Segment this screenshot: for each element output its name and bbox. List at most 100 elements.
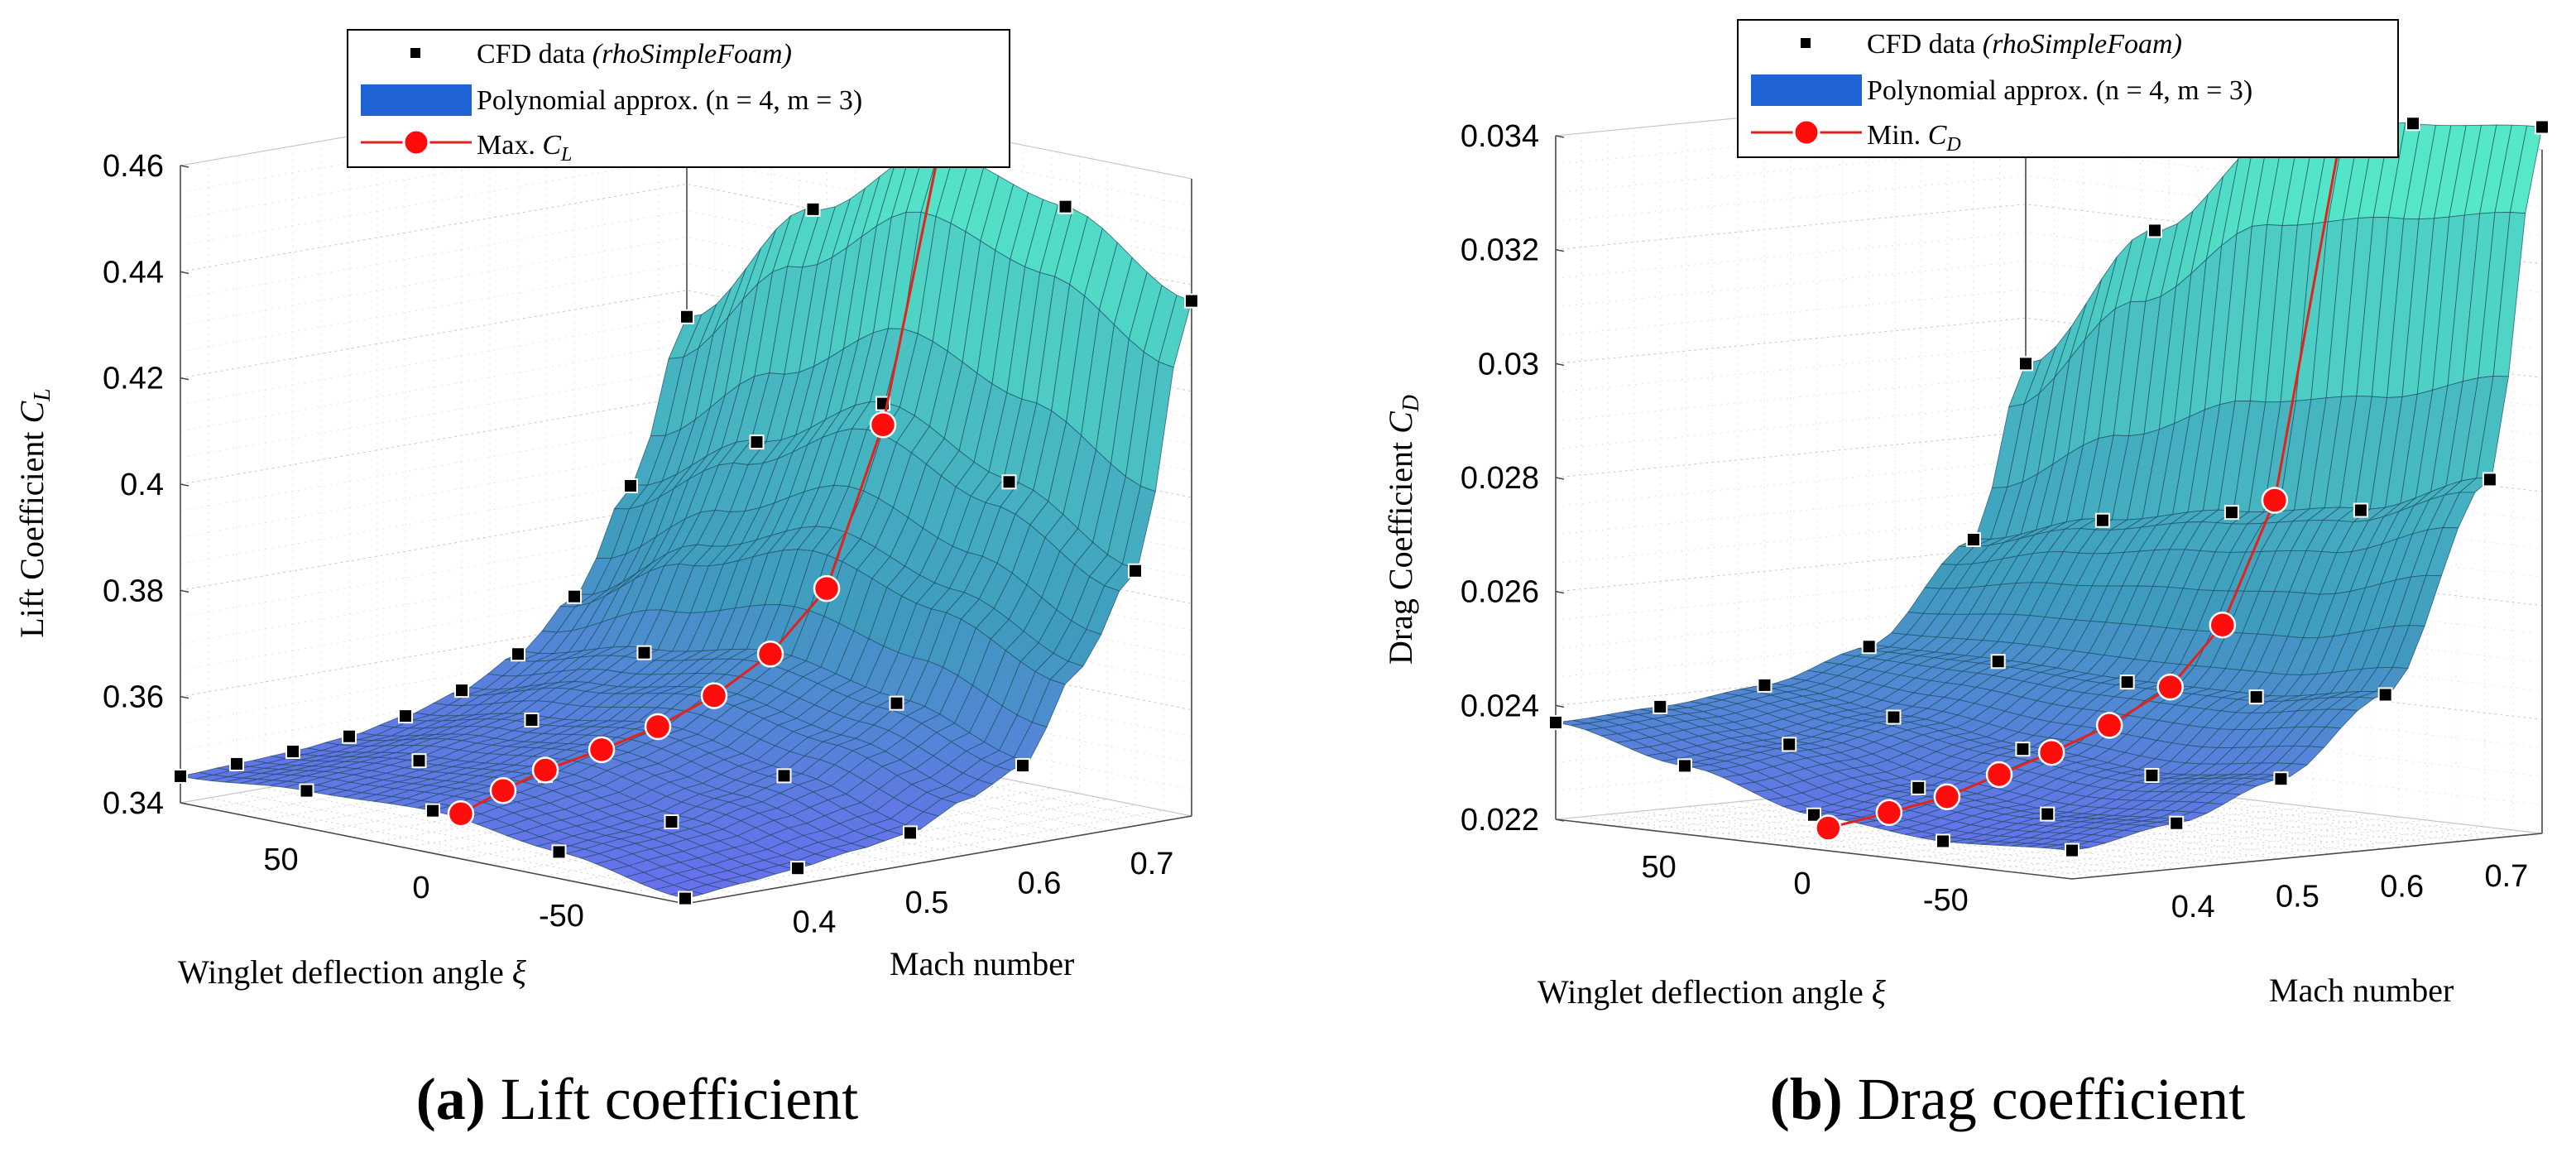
floor-gridline xyxy=(236,792,742,895)
cfd-marker xyxy=(2482,472,2497,487)
panel-b-legend-surface-label: Polynomial approx. (n = 4, m = 3) xyxy=(1867,75,2252,106)
panel-b-legend: CFD data (rhoSimpleFoam) Polynomial appr… xyxy=(1737,19,2399,158)
z-tick-mark xyxy=(1555,248,1565,252)
cfd-marker xyxy=(2353,502,2368,518)
cfd-marker xyxy=(2144,767,2160,783)
floor-gridline xyxy=(208,797,714,900)
mach-tick-label: 0.5 xyxy=(905,886,949,920)
optimum-path-line xyxy=(460,149,941,815)
cfd-marker xyxy=(2119,675,2135,690)
cfd-marker xyxy=(2169,815,2185,831)
optimum-path-marker xyxy=(2209,611,2237,639)
cfd-marker xyxy=(2377,687,2393,703)
panel-a-lift-chart: 0.340.360.380.40.420.440.46 500-50 0.40.… xyxy=(13,29,1199,1132)
cfd-marker xyxy=(551,844,567,860)
xi-tick-label: 0 xyxy=(1793,867,1811,901)
panel-a-xi-tick-labels: 50 0 -50 xyxy=(263,843,583,934)
panel-a-legend-path-marker xyxy=(402,128,430,156)
panel-a-mach-tick-labels: 0.4 0.5 0.6 0.7 xyxy=(793,847,1174,940)
z-tick-mark xyxy=(180,589,189,593)
cfd-marker xyxy=(2223,505,2239,521)
cfd-marker xyxy=(229,756,244,771)
mach-tick-label: 0.7 xyxy=(2484,859,2528,894)
z-tick-label: 0.028 xyxy=(1461,461,1539,496)
cfd-marker xyxy=(524,712,540,727)
mach-tick-label: 0.4 xyxy=(2171,890,2215,924)
cfd-marker xyxy=(2015,742,2031,757)
panel-a-legend: CFD data (rhoSimpleFoam) Polynomial appr… xyxy=(347,29,1010,168)
panel-b-legend-surface-patch xyxy=(1751,74,1862,106)
optimum-path-marker xyxy=(489,776,517,804)
z-tick-mark xyxy=(180,165,189,168)
panel-b-drag-chart: 0.022 0.024 0.026 0.028 0.03 0.032 0.034 50 0 -5… xyxy=(1382,19,2550,1132)
cfd-marker xyxy=(2147,223,2162,238)
cfd-marker xyxy=(2248,689,2264,705)
mach-tick-label: 0.6 xyxy=(2380,869,2424,904)
z-tick-label: 0.44 xyxy=(103,255,164,290)
cfd-marker xyxy=(2094,512,2110,528)
cfd-marker xyxy=(173,768,188,784)
cfd-marker xyxy=(1990,654,2006,670)
cfd-marker xyxy=(1757,677,1772,693)
optimum-path-marker xyxy=(531,756,559,784)
panel-a-xi-axis-title: Winglet deflection angle ξ xyxy=(178,953,527,991)
z-tick-label: 0.46 xyxy=(103,149,164,184)
xi-tick-label: 50 xyxy=(1642,850,1677,885)
cfd-marker xyxy=(2065,843,2080,858)
z-tick-label: 0.022 xyxy=(1461,803,1539,838)
cfd-marker xyxy=(411,753,427,769)
z-tick-label: 0.032 xyxy=(1461,233,1539,268)
cfd-marker xyxy=(2040,806,2056,822)
z-tick-mark xyxy=(180,483,189,487)
cfd-marker xyxy=(425,803,440,819)
z-tick-mark xyxy=(1555,590,1565,594)
panel-a-z-tick-labels: 0.34 0.36 0.38 0.4 0.42 0.44 0.46 xyxy=(103,149,189,821)
mach-tick-label: 0.5 xyxy=(2276,880,2319,915)
panel-b-legend-path-marker xyxy=(1792,118,1820,146)
cfd-marker xyxy=(1001,474,1017,490)
optimum-path-marker xyxy=(644,713,672,741)
z-tick-label: 0.024 xyxy=(1461,689,1539,723)
axis-edge xyxy=(1555,819,2073,880)
optimum-path-marker xyxy=(2037,738,2065,766)
xi-tick-label: -50 xyxy=(1923,883,1969,918)
cfd-marker xyxy=(679,309,694,324)
z-tick-label: 0.42 xyxy=(103,362,164,396)
panel-a-legend-cfd-label: CFD data (rhoSimpleFoam) xyxy=(477,39,792,70)
cfd-marker xyxy=(2406,116,2420,132)
panel-b-legend-cfd-label: CFD data (rhoSimpleFoam) xyxy=(1867,29,2182,60)
z-tick-mark xyxy=(1555,477,1565,480)
cfd-marker xyxy=(889,695,904,711)
panel-b-mach-axis-title: Mach number xyxy=(2269,972,2454,1009)
cfd-marker xyxy=(1548,714,1563,730)
cfd-marker xyxy=(454,683,469,699)
panel-a-legend-cfd-marker xyxy=(410,48,420,58)
floor-gridline xyxy=(264,787,770,890)
cfd-marker xyxy=(1965,532,1981,548)
optimum-path-marker xyxy=(447,799,475,828)
z-tick-mark xyxy=(1555,704,1565,708)
cfd-marker xyxy=(2535,119,2550,135)
axis-edge xyxy=(684,815,1192,905)
cfd-marker xyxy=(903,825,918,841)
z-tick-label: 0.026 xyxy=(1461,575,1539,610)
cfd-marker xyxy=(776,768,792,784)
z-tick-label: 0.34 xyxy=(103,786,164,821)
cfd-marker xyxy=(299,783,314,799)
optimum-path-marker xyxy=(1985,761,2013,789)
panel-b-legend-path-label: Min. CD xyxy=(1867,120,1961,156)
z-tick-label: 0.36 xyxy=(103,680,164,715)
mach-tick-label: 0.7 xyxy=(1130,847,1174,881)
cfd-marker xyxy=(1653,699,1668,714)
cfd-marker xyxy=(285,743,300,759)
optimum-path-line xyxy=(1827,132,2343,829)
mach-tick-label: 0.4 xyxy=(793,905,837,939)
cfd-marker xyxy=(1936,833,1950,849)
panel-b-legend-cfd-marker xyxy=(1801,38,1811,48)
cfd-marker xyxy=(1184,293,1199,309)
panel-a-legend-path-label: Max. CL xyxy=(477,130,572,166)
cfd-marker xyxy=(2273,771,2289,787)
cfd-marker xyxy=(511,646,525,662)
optimum-path-marker xyxy=(2261,487,2289,514)
optimum-path-marker xyxy=(1933,783,1961,810)
